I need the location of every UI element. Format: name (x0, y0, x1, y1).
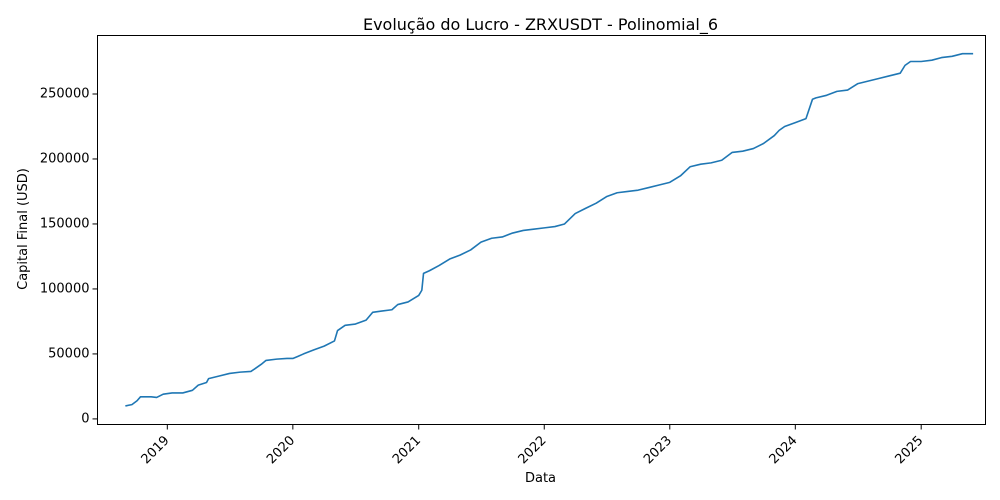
y-tick-label: 0 (81, 411, 89, 426)
y-tick-label: 50000 (48, 346, 89, 361)
chart-title: Evolução do Lucro - ZRXUSDT - Polinomial… (363, 15, 718, 35)
x-tick-label: 2019 (139, 433, 173, 467)
y-tick-label: 250000 (40, 86, 90, 101)
y-tick-label: 200000 (40, 151, 90, 166)
x-tick-label: 2025 (892, 433, 926, 467)
plot-frame (97, 35, 986, 425)
x-axis: 2019 2020 2021 2022 2023 2024 2025 (139, 424, 926, 467)
x-tick-label: 2021 (390, 433, 424, 467)
y-tick-label: 100000 (40, 281, 90, 296)
x-tick-label: 2024 (767, 433, 801, 467)
x-tick-label: 2022 (516, 433, 550, 467)
y-axis-label: Capital Final (USD) (16, 168, 31, 290)
x-axis-label: Data (525, 471, 556, 486)
y-tick-label: 150000 (40, 216, 90, 231)
x-tick-label: 2020 (264, 433, 298, 467)
plot-area (125, 52, 974, 407)
series-line (125, 52, 974, 407)
x-tick-label: 2023 (641, 433, 675, 467)
y-axis: 0 50000 100000 150000 200000 250000 (40, 86, 98, 426)
